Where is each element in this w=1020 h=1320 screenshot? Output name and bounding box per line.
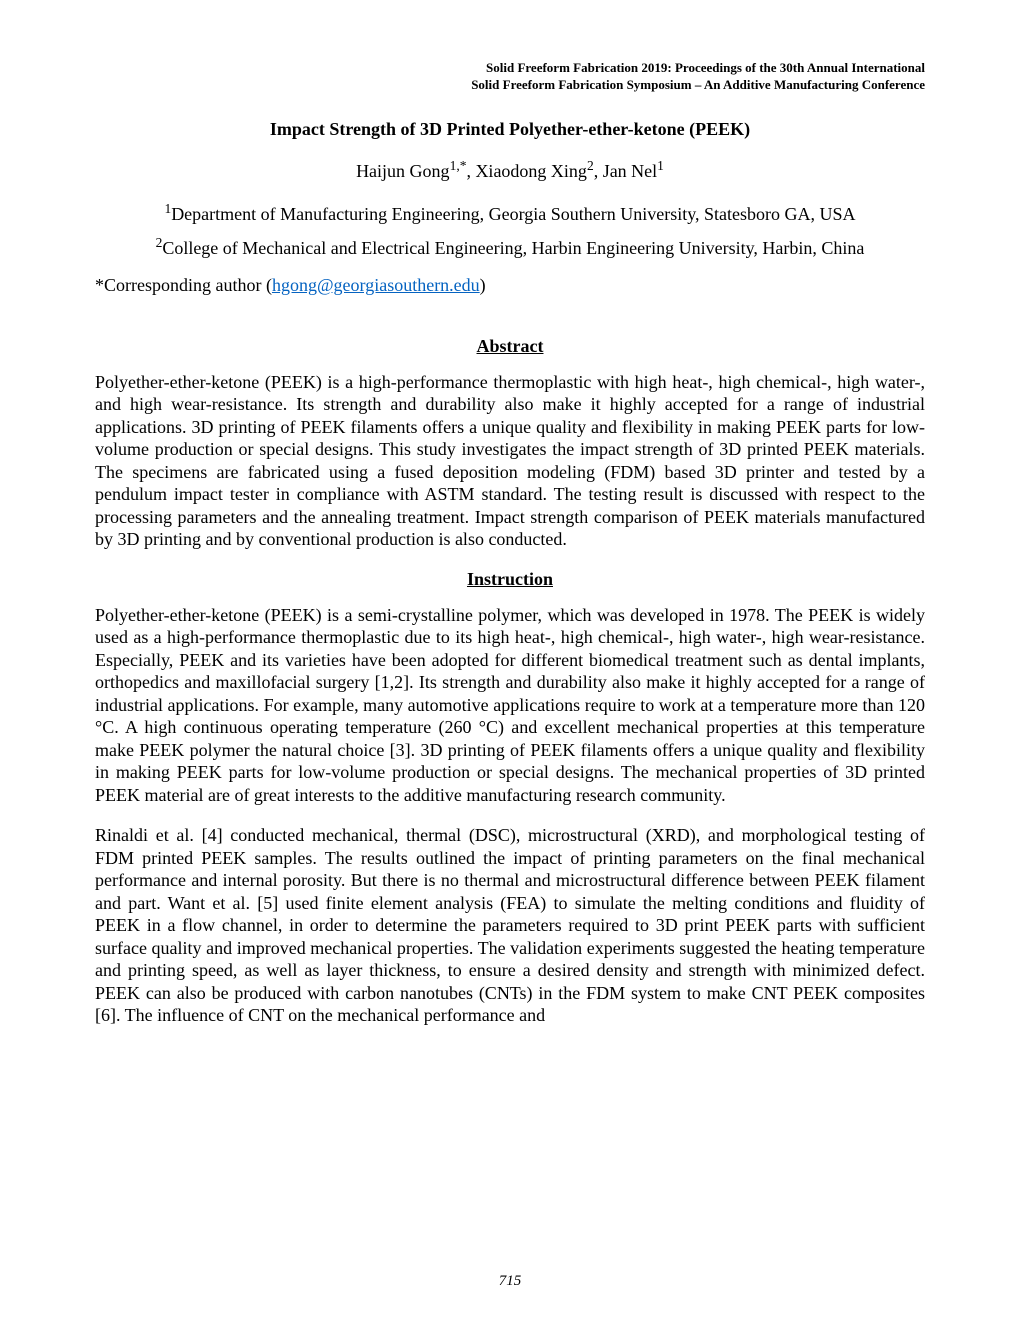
proceedings-header: Solid Freeform Fabrication 2019: Proceed… xyxy=(95,60,925,94)
affiliation-2: 2College of Mechanical and Electrical En… xyxy=(95,234,925,260)
corresponding-prefix: *Corresponding author ( xyxy=(95,275,272,295)
corresponding-author: *Corresponding author (hgong@georgiasout… xyxy=(95,275,925,296)
page-number: 715 xyxy=(499,1273,522,1290)
instruction-heading: Instruction xyxy=(95,569,925,590)
corresponding-email-link[interactable]: hgong@georgiasouthern.edu xyxy=(272,275,480,295)
corresponding-suffix: ) xyxy=(480,275,486,295)
abstract-heading: Abstract xyxy=(95,336,925,357)
proceedings-header-line2: Solid Freeform Fabrication Symposium – A… xyxy=(95,77,925,94)
affiliation-1: 1Department of Manufacturing Engineering… xyxy=(95,200,925,226)
body-paragraph-1: Polyether-ether-ketone (PEEK) is a semi-… xyxy=(95,604,925,807)
proceedings-header-line1: Solid Freeform Fabrication 2019: Proceed… xyxy=(95,60,925,77)
authors-line: Haijun Gong1,*, Xiaodong Xing2, Jan Nel1 xyxy=(95,158,925,182)
abstract-paragraph: Polyether-ether-ketone (PEEK) is a high-… xyxy=(95,371,925,551)
body-paragraph-2: Rinaldi et al. [4] conducted mechanical,… xyxy=(95,824,925,1027)
paper-title: Impact Strength of 3D Printed Polyether-… xyxy=(95,119,925,140)
